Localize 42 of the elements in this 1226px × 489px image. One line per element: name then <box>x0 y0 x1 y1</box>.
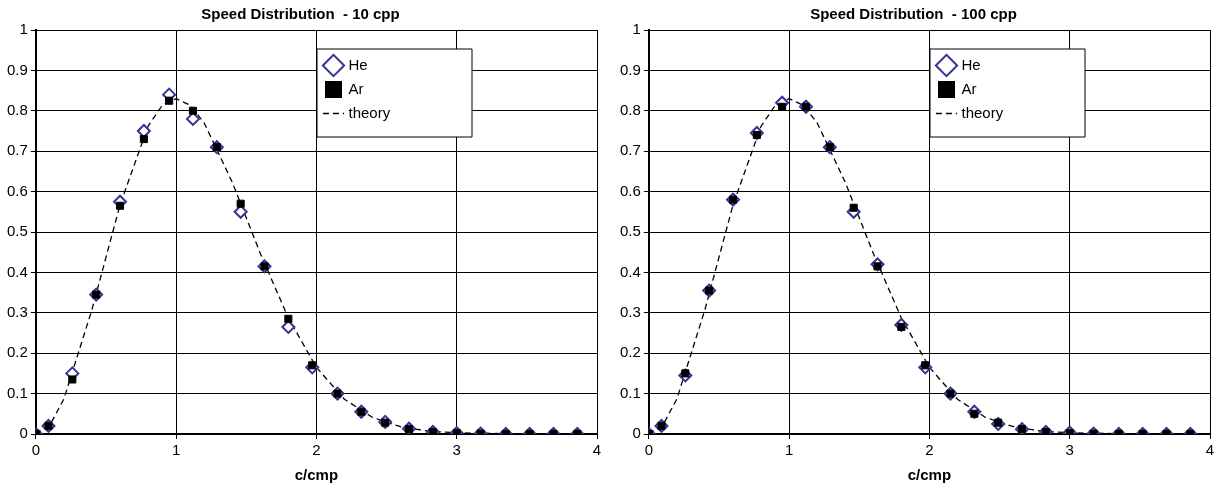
y-tick-label: 0.1 <box>6 383 28 401</box>
x-tick-label: 0 <box>644 441 654 459</box>
y-tick-label: 1 <box>632 20 641 38</box>
y-tick-label: 0 <box>19 424 28 442</box>
y-tick-label: 0.9 <box>619 60 641 78</box>
x-axis-title: c/cmp <box>294 466 339 484</box>
legend-label: Ar <box>961 79 977 97</box>
y-tick-label: 0.2 <box>6 343 28 361</box>
x-tick-label: 4 <box>592 441 602 459</box>
x-tick-label: 2 <box>925 441 934 459</box>
y-tick-label: 0.8 <box>619 100 641 118</box>
legend-label: He <box>348 55 368 73</box>
y-tick-label: 0.4 <box>619 262 641 280</box>
x-tick-label: 4 <box>1205 441 1215 459</box>
x-tick-label: 2 <box>312 441 321 459</box>
y-tick-label: 0.1 <box>619 383 641 401</box>
y-tick-label: 1 <box>19 20 28 38</box>
y-tick-label: 0 <box>632 424 641 442</box>
chart-title: Speed Distribution - 100 cpp <box>810 5 1017 23</box>
legend-label: theory <box>348 103 391 121</box>
y-tick-label: 0.3 <box>619 302 641 320</box>
legend-label: theory <box>961 103 1004 121</box>
x-tick-label: 1 <box>171 441 181 459</box>
y-tick-label: 0.3 <box>6 302 28 320</box>
legend-label: He <box>961 55 981 73</box>
x-tick-label: 3 <box>1065 441 1074 459</box>
chart-title: Speed Distribution - 10 cpp <box>201 5 400 23</box>
y-tick-label: 0.2 <box>619 343 641 361</box>
y-tick-label: 0.7 <box>6 141 28 159</box>
y-tick-label: 0.5 <box>6 222 28 240</box>
y-tick-label: 0.5 <box>619 222 641 240</box>
x-tick-label: 1 <box>784 441 794 459</box>
x-tick-label: 3 <box>452 441 461 459</box>
y-tick-label: 0.7 <box>619 141 641 159</box>
y-tick-label: 0.4 <box>6 262 28 280</box>
y-tick-label: 0.8 <box>6 100 28 118</box>
y-tick-label: 0.6 <box>619 181 641 199</box>
y-tick-label: 0.9 <box>6 60 28 78</box>
legend-label: Ar <box>348 79 364 97</box>
y-tick-label: 0.6 <box>6 181 28 199</box>
x-axis-title: c/cmp <box>907 466 952 484</box>
x-tick-label: 0 <box>31 441 41 459</box>
